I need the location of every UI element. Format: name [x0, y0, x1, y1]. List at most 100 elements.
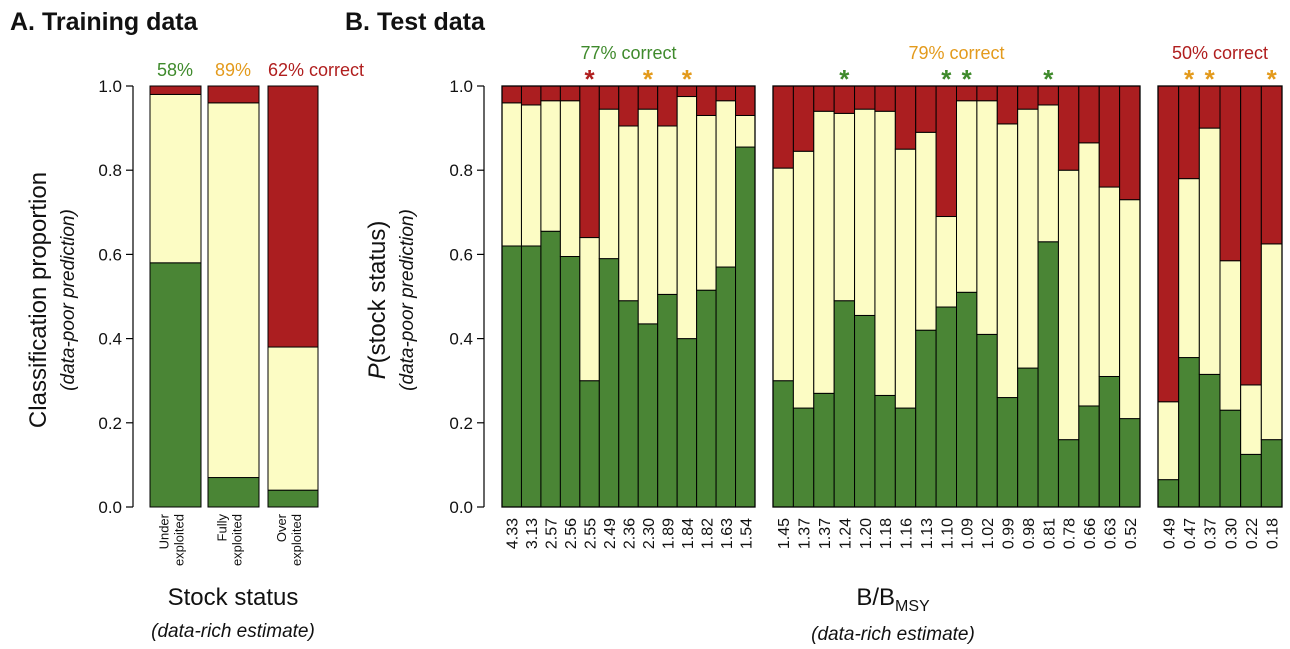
group-annotation: 79% correct	[908, 43, 1004, 63]
bar-segment	[735, 146, 756, 508]
bar-segment	[207, 477, 260, 508]
x-tick-label: 2.30	[641, 518, 658, 549]
star-marker: *	[941, 64, 952, 94]
x-axis-label: Stock status	[168, 584, 299, 611]
bar-segment	[976, 85, 998, 102]
x-tick-label: 0.52	[1123, 518, 1140, 549]
bar-segment	[715, 100, 737, 268]
bar-segment	[696, 289, 717, 508]
bar-segment	[579, 237, 600, 382]
x-tick-label: 2.57	[544, 518, 561, 549]
bar-segment	[874, 85, 896, 112]
bar-segment	[267, 346, 319, 491]
y-tick-label: 0.0	[98, 498, 122, 517]
star-marker: *	[682, 64, 693, 94]
bar-segment	[520, 104, 542, 247]
x-tick-label: 0.37	[1203, 518, 1220, 549]
bar-segment	[1078, 405, 1100, 508]
x-tick-label: 1.16	[899, 518, 916, 549]
star-marker: *	[1205, 64, 1216, 94]
x-tick-label: 0.98	[1021, 518, 1038, 549]
x-tick-label: Fully	[215, 514, 230, 542]
bar-segment	[792, 150, 815, 409]
bar-segment	[1119, 85, 1141, 201]
x-tick-label: 0.99	[1000, 518, 1017, 549]
x-tick-label: 1.02	[980, 518, 997, 549]
x-tick-label: 1.09	[960, 518, 977, 549]
group-frame	[772, 85, 1141, 508]
bar-segment	[935, 85, 957, 218]
bar-segment	[598, 108, 620, 260]
x-tick-label: 0.63	[1102, 518, 1119, 549]
x-axis-sublabel: (data-rich estimate)	[151, 621, 315, 642]
bar-segment	[501, 102, 522, 247]
star-marker: *	[585, 64, 596, 94]
bar-segment	[267, 489, 319, 508]
bar-segment	[813, 110, 835, 394]
bar-segment	[540, 100, 561, 232]
x-tick-label: 1.20	[858, 518, 875, 549]
bar-segment	[715, 266, 737, 508]
panel-title: B. Test data	[345, 8, 486, 36]
x-tick-label: 0.22	[1244, 518, 1261, 549]
y-tick-label: 0.2	[449, 414, 473, 433]
x-tick-label: 1.37	[817, 518, 834, 549]
x-tick-label: Over	[274, 513, 289, 542]
bar-segment	[1157, 479, 1180, 508]
bar-segment	[854, 108, 876, 316]
bar-segment	[657, 293, 678, 508]
bar-segment	[696, 85, 717, 116]
bar-segment	[540, 230, 561, 508]
bar-segment	[915, 85, 937, 133]
bar-segment	[1240, 453, 1262, 508]
x-tick-label: 2.36	[622, 518, 639, 549]
bar-segment	[1057, 439, 1080, 508]
bar-segment	[559, 85, 581, 102]
x-tick-label: 4.33	[505, 518, 522, 549]
y-tick-label: 0.8	[449, 161, 473, 180]
bar-segment	[894, 407, 917, 508]
bar-segment	[915, 329, 937, 508]
bar-segment	[676, 338, 698, 508]
x-axis-label-subscript: MSY	[895, 598, 930, 615]
bar-segment	[772, 167, 794, 382]
bar-segment	[1219, 260, 1242, 411]
y-tick-label: 1.0	[98, 77, 122, 96]
x-tick-label: 2.55	[583, 518, 600, 549]
bar-segment	[1157, 85, 1180, 403]
x-tick-label: 1.63	[719, 518, 736, 549]
bar-segment	[1078, 142, 1100, 407]
bar-segment	[1057, 169, 1080, 441]
x-tick-label: 0.30	[1223, 518, 1240, 549]
bar-segment	[1017, 367, 1039, 508]
bar-segment	[520, 85, 542, 106]
group-annotation: 50% correct	[1172, 43, 1268, 63]
star-marker: *	[839, 64, 850, 94]
x-tick-label: 2.56	[563, 518, 580, 549]
bar-segment	[1078, 85, 1100, 144]
bar-segment	[618, 300, 639, 508]
bar-segment	[772, 85, 794, 169]
bar-segment	[149, 93, 202, 264]
bar-segment	[579, 85, 600, 239]
bar-segment	[1017, 108, 1039, 369]
bar-segment	[956, 100, 978, 293]
x-tick-label: 0.66	[1082, 518, 1099, 549]
x-tick-label: 1.54	[738, 518, 755, 549]
bar-segment	[540, 85, 561, 102]
x-tick-label: 0.47	[1182, 518, 1199, 549]
x-axis-label-text: B/B	[856, 584, 895, 611]
y-tick-label: 0.0	[449, 498, 473, 517]
x-tick-label: 1.24	[837, 518, 854, 549]
y-tick-label: 0.6	[98, 245, 122, 264]
group-frame	[501, 85, 756, 508]
y-axis-label: Classification proportion	[25, 172, 52, 428]
bar-segment	[696, 114, 717, 291]
x-tick-label: 0.49	[1161, 518, 1178, 549]
bar-segment	[207, 85, 260, 104]
y-axis-sublabel: (data-poor prediction)	[58, 209, 79, 391]
bar-segment	[676, 96, 698, 340]
x-tick-label: 0.78	[1062, 518, 1079, 549]
bar-segment	[874, 394, 896, 508]
